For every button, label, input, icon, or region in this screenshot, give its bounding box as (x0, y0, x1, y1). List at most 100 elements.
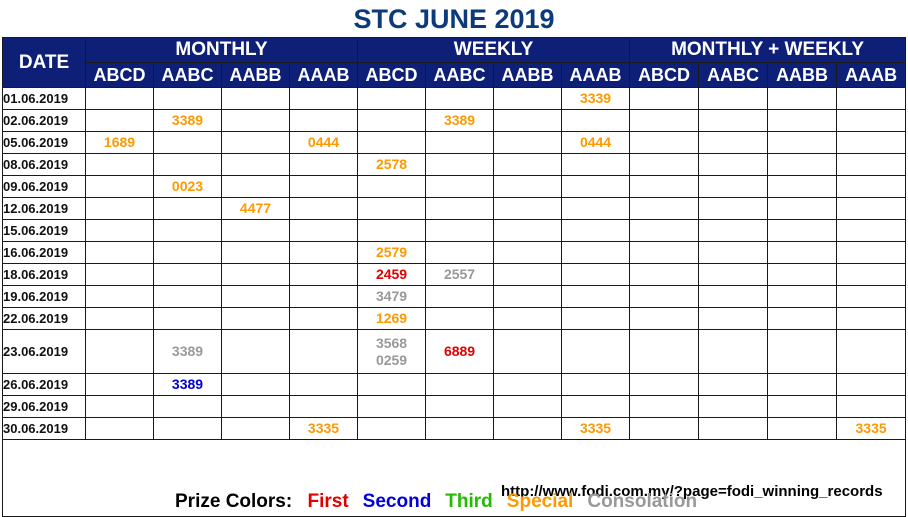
result-cell (357, 87, 427, 110)
result-cell (288, 285, 359, 308)
result-cell (153, 241, 222, 264)
result-cell (153, 395, 222, 418)
table-row: 01.06.2019 3339 (2, 87, 907, 110)
result-cell (698, 307, 769, 330)
result-cell (425, 131, 495, 154)
result-cell (629, 153, 700, 176)
result-cell: 3335 (836, 417, 907, 440)
result-cell (221, 153, 290, 176)
table-row: 08.06.2019 2578 (2, 153, 907, 176)
result-cell (767, 87, 838, 110)
result-cell (288, 197, 359, 220)
date-cell: 18.06.2019 (2, 263, 86, 286)
winning-number: 3335 (855, 420, 887, 436)
column-header: AABB (767, 62, 838, 88)
result-cell: 2579 (357, 241, 427, 264)
result-cell (425, 241, 495, 264)
result-cell (85, 87, 154, 110)
result-cell (836, 307, 907, 330)
result-cell (425, 417, 495, 440)
result-cell (493, 417, 563, 440)
results-table: DATE MONTHLY WEEKLY MONTHLY + WEEKLY ABC… (1, 37, 907, 517)
winning-number: 0023 (171, 178, 204, 194)
result-cell (767, 219, 838, 242)
result-cell (629, 109, 700, 132)
result-cell (767, 153, 838, 176)
result-cell (493, 197, 563, 220)
result-cell: 0444 (288, 131, 359, 154)
result-cell (221, 395, 290, 418)
result-cell (836, 87, 907, 110)
result-cell (698, 87, 769, 110)
result-cell (767, 109, 838, 132)
result-cell (493, 87, 563, 110)
result-cell (836, 175, 907, 198)
result-cell: 3389 (425, 109, 495, 132)
winning-number: 3389 (443, 112, 476, 128)
result-cell (357, 219, 427, 242)
winning-number: 2579 (375, 244, 408, 260)
result-cell (561, 395, 631, 418)
result-cell (357, 395, 427, 418)
result-cell (629, 329, 700, 374)
table-row: 05.06.2019 1689 0444 0444 (2, 131, 907, 154)
result-cell (493, 307, 563, 330)
result-cell (629, 263, 700, 286)
result-cell (836, 109, 907, 132)
result-cell (221, 307, 290, 330)
result-cell (221, 131, 290, 154)
result-cell (153, 417, 222, 440)
result-cell (425, 175, 495, 198)
result-cell (288, 329, 359, 374)
result-cell (288, 395, 359, 418)
result-cell (561, 153, 631, 176)
column-header: AAAB (836, 62, 907, 88)
result-cell (629, 417, 700, 440)
result-cell (153, 153, 222, 176)
result-cell (767, 241, 838, 264)
result-cell (288, 87, 359, 110)
date-cell: 05.06.2019 (2, 131, 86, 154)
result-cell (288, 241, 359, 264)
winning-number: 6889 (443, 343, 476, 359)
result-cell (767, 175, 838, 198)
result-cell (493, 329, 563, 374)
column-header: AABB (493, 62, 563, 88)
result-cell (836, 395, 907, 418)
result-cell (698, 417, 769, 440)
result-cell (357, 109, 427, 132)
result-cell (85, 197, 154, 220)
results-body: 01.06.2019 3339 02.06.2019 3389 3389 05.06.20… (2, 87, 907, 440)
result-cell (629, 307, 700, 330)
footer-cell: http://www.fodi.com.my/?page=fodi_winnin… (1, 439, 907, 517)
result-cell (425, 153, 495, 176)
result-cell (153, 285, 222, 308)
table-row: 15.06.2019 (2, 219, 907, 242)
column-header: AABC (153, 62, 222, 88)
result-cell (836, 219, 907, 242)
result-cell (288, 373, 359, 396)
result-cell (85, 263, 154, 286)
result-cell (221, 241, 290, 264)
legend-label: Prize Colors: (175, 491, 293, 512)
result-cell: 4477 (221, 197, 290, 220)
result-cell (698, 285, 769, 308)
result-cell (698, 395, 769, 418)
result-cell (493, 109, 563, 132)
result-cell (493, 285, 563, 308)
legend-item-third: Third (445, 491, 493, 512)
result-cell (357, 175, 427, 198)
result-cell (493, 263, 563, 286)
result-cell (493, 395, 563, 418)
result-cell (85, 417, 154, 440)
result-cell: 3389 (153, 109, 222, 132)
date-cell: 30.06.2019 (2, 417, 86, 440)
result-cell (561, 307, 631, 330)
result-cell: 3568 0259 (357, 329, 427, 374)
result-cell (425, 285, 495, 308)
result-cell (561, 219, 631, 242)
column-header: ABCD (357, 62, 427, 88)
result-cell (698, 263, 769, 286)
result-cell: 3335 (561, 417, 631, 440)
result-cell: 3479 (357, 285, 427, 308)
